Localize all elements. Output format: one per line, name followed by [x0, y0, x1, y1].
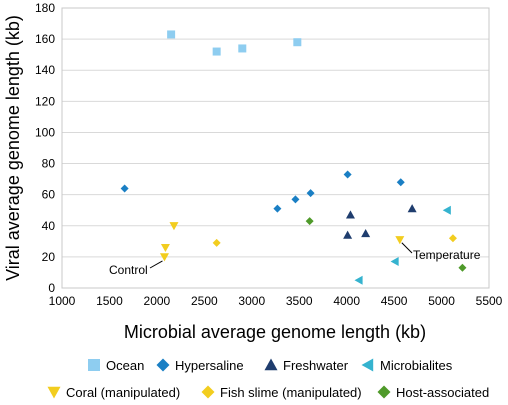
- legend-label-hypersaline: Hypersaline: [175, 358, 244, 373]
- legend: Ocean Hypersaline Freshwater Microbialites C…: [47, 358, 489, 400]
- legend-label-fish-slime-manipulated: Fish slime (manipulated): [220, 385, 362, 400]
- y-tick-label: 40: [42, 219, 56, 233]
- y-tick-label: 80: [42, 157, 56, 171]
- point-microbialites: [354, 275, 363, 285]
- annotation-leader-line: [149, 260, 163, 269]
- point-coral-manipulated: [159, 253, 169, 262]
- legend-marker-microbialites: [361, 358, 374, 372]
- gridlines: [62, 38, 489, 258]
- x-tick-label: 5500: [476, 294, 503, 308]
- legend-marker-ocean: [88, 359, 100, 371]
- point-freshwater: [343, 230, 353, 239]
- y-tick-label: 100: [35, 125, 55, 139]
- y-axis-ticks: 0 20 40 60 80 100 120 140 160 180: [35, 1, 55, 295]
- annotation-leaders: [149, 242, 413, 269]
- point-ocean: [293, 38, 302, 47]
- legend-label-coral-manipulated: Coral (manipulated): [66, 385, 180, 400]
- data-points: [120, 30, 467, 285]
- point-freshwater: [407, 204, 417, 213]
- point-hypersaline: [343, 170, 352, 179]
- point-coral-manipulated: [160, 243, 170, 253]
- x-tick-label: 1000: [49, 294, 76, 308]
- x-tick-label: 4000: [333, 294, 360, 308]
- point-host-associated: [305, 217, 314, 226]
- point-ocean: [238, 44, 247, 53]
- legend-marker-coral-manipulated: [47, 386, 61, 399]
- x-axis-ticks: 1000 1500 2000 2500 3000 3500 4000 4500 5000 5500: [49, 294, 503, 308]
- point-microbialites: [390, 257, 399, 267]
- y-tick-label: 20: [42, 250, 56, 264]
- point-coral-manipulated: [169, 222, 179, 231]
- legend-label-freshwater: Freshwater: [283, 358, 349, 373]
- y-axis-title: Viral average genome length (kb): [3, 15, 23, 281]
- x-tick-label: 1500: [96, 294, 123, 308]
- y-tick-label: 180: [35, 1, 55, 15]
- point-hypersaline: [273, 204, 282, 213]
- point-freshwater: [361, 229, 371, 238]
- point-hypersaline: [396, 178, 405, 187]
- point-freshwater: [345, 210, 355, 219]
- x-tick-label: 4500: [381, 294, 408, 308]
- point-coral-manipulated: [395, 236, 405, 245]
- legend-marker-fish-slime-manipulated: [201, 385, 215, 399]
- x-tick-label: 3000: [238, 294, 265, 308]
- plot-area: [61, 7, 490, 289]
- legend-marker-hypersaline: [156, 358, 170, 372]
- point-host-associated: [458, 263, 467, 272]
- legend-label-microbialites: Microbialites: [380, 358, 453, 373]
- y-tick-label: 120: [35, 94, 55, 108]
- point-ocean: [212, 47, 221, 56]
- point-fish-slime-manipulated: [448, 234, 457, 243]
- annotation-label: Control: [109, 263, 148, 277]
- point-hypersaline: [291, 195, 300, 204]
- legend-marker-freshwater: [264, 358, 278, 371]
- y-tick-label: 160: [35, 32, 55, 46]
- annotations: Control Temperature: [109, 248, 481, 277]
- point-microbialites: [442, 205, 451, 215]
- annotation-leader-line: [401, 242, 413, 254]
- x-tick-label: 5000: [428, 294, 455, 308]
- point-hypersaline: [306, 189, 315, 198]
- y-tick-label: 60: [42, 188, 56, 202]
- y-tick-label: 0: [48, 281, 55, 295]
- x-tick-label: 3500: [286, 294, 313, 308]
- legend-marker-host-associated: [377, 385, 391, 399]
- legend-label-host-associated: Host-associated: [396, 385, 489, 400]
- x-tick-label: 2000: [144, 294, 171, 308]
- legend-label-ocean: Ocean: [106, 358, 144, 373]
- y-tick-label: 140: [35, 63, 55, 77]
- point-hypersaline: [120, 184, 129, 193]
- point-ocean: [167, 30, 176, 39]
- annotation-label: Temperature: [413, 248, 481, 262]
- x-axis-title: Microbial average genome length (kb): [124, 322, 426, 342]
- point-fish-slime-manipulated: [212, 238, 221, 247]
- x-tick-label: 2500: [191, 294, 218, 308]
